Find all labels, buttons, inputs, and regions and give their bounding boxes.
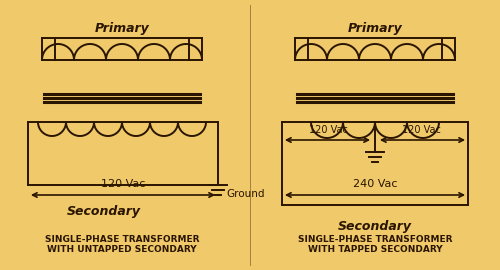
Text: 120 Vac: 120 Vac (402, 125, 441, 135)
Text: SINGLE-PHASE TRANSFORMER
WITH TAPPED SECONDARY: SINGLE-PHASE TRANSFORMER WITH TAPPED SEC… (298, 235, 452, 254)
Text: SINGLE-PHASE TRANSFORMER
WITH UNTAPPED SECONDARY: SINGLE-PHASE TRANSFORMER WITH UNTAPPED S… (45, 235, 199, 254)
Text: Primary: Primary (348, 22, 403, 35)
Text: Primary: Primary (94, 22, 150, 35)
Text: 120 Vac: 120 Vac (309, 125, 348, 135)
Text: Secondary: Secondary (67, 205, 141, 218)
Text: 120 Vac: 120 Vac (101, 179, 145, 189)
Text: Ground: Ground (226, 189, 264, 199)
Text: Secondary: Secondary (338, 220, 412, 233)
Text: 240 Vac: 240 Vac (353, 179, 397, 189)
